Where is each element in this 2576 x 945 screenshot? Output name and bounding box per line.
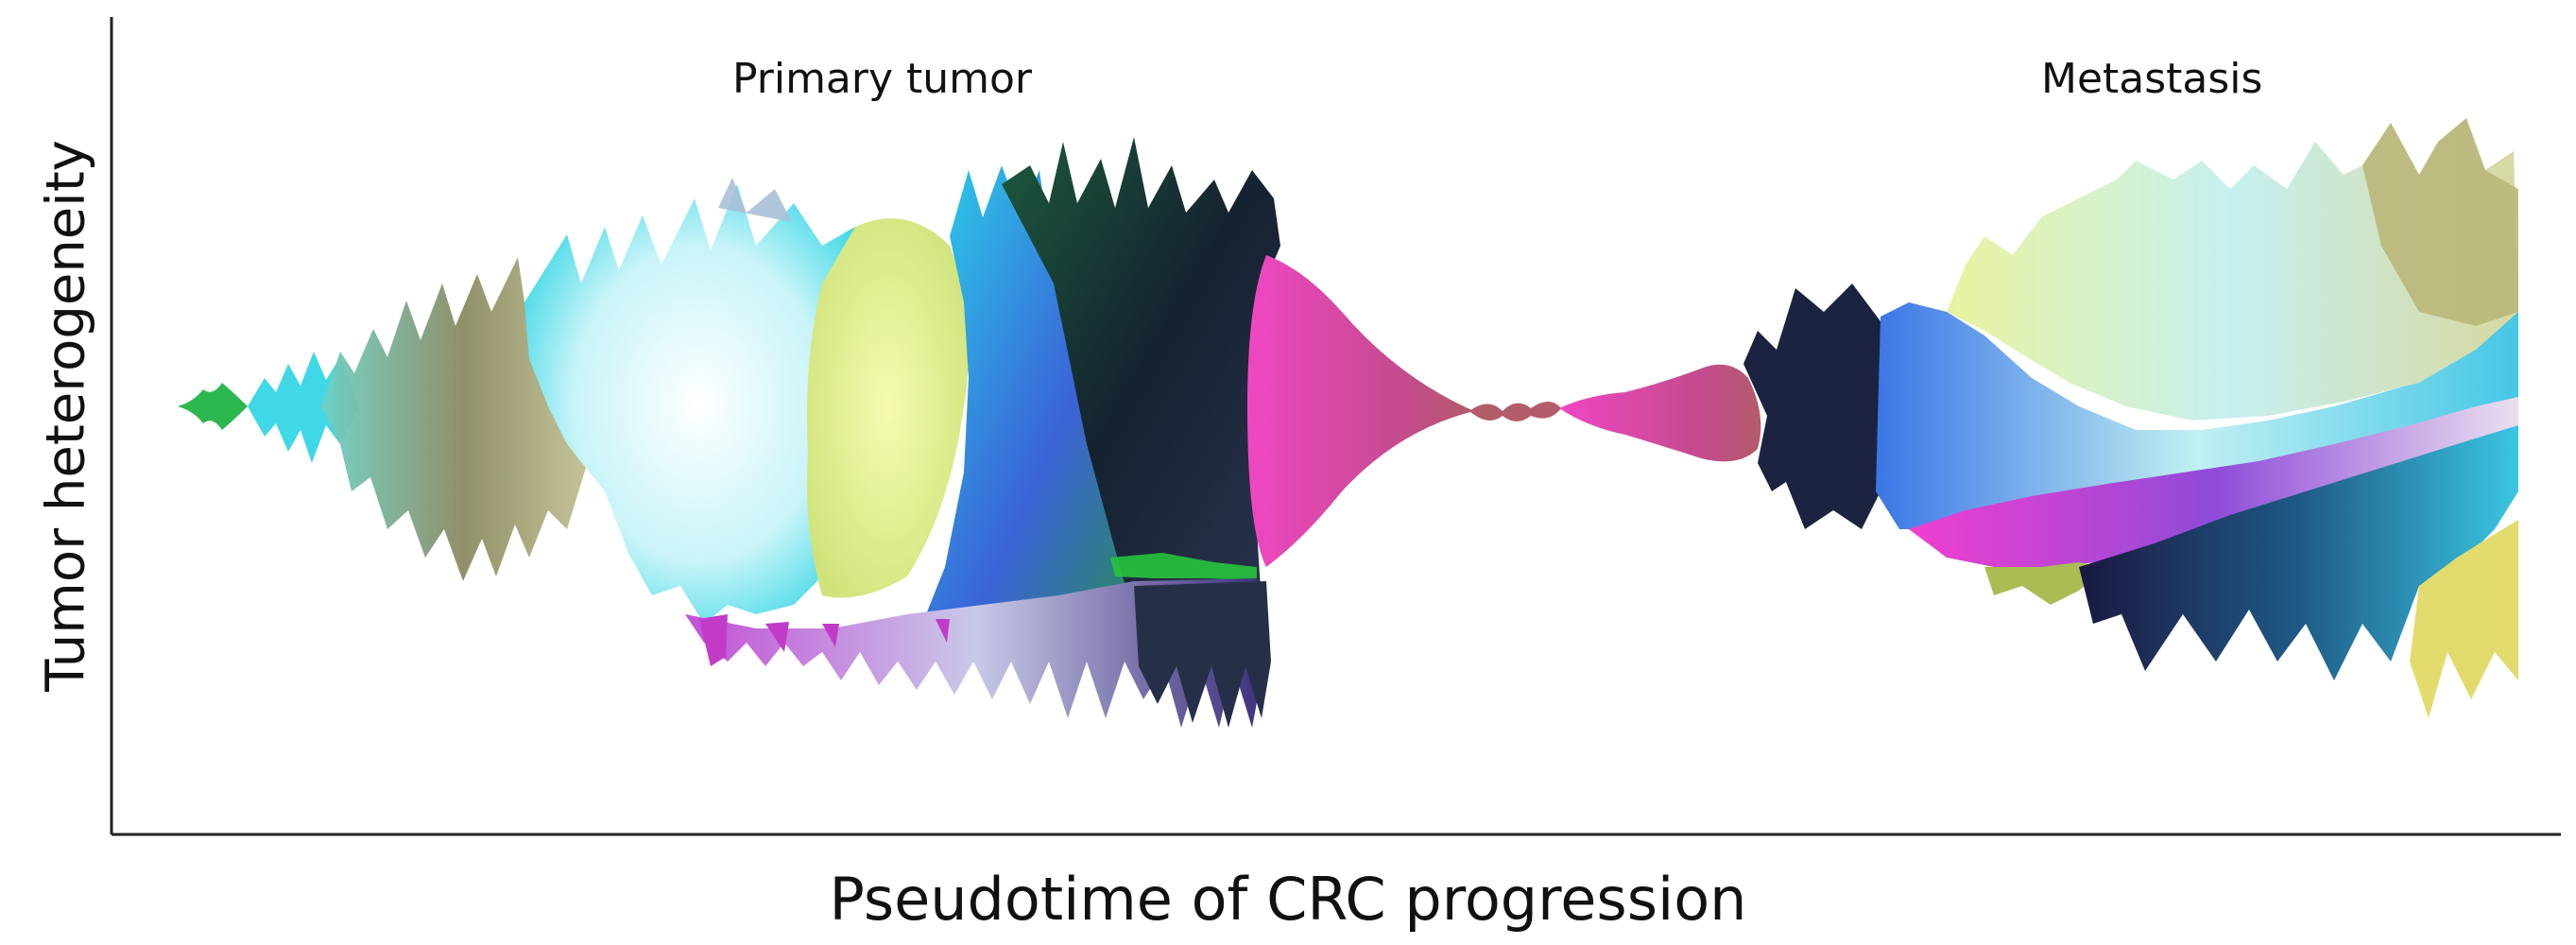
green-streak [1110,553,1257,581]
grey-blue-spikes [718,178,792,222]
white-cyan-clone [524,184,874,624]
meta-navy-clone [1743,284,1895,529]
lilac-clone [685,578,1266,728]
seeding-clone [1559,364,1761,462]
magenta-fragments [699,614,950,666]
meta-pink-clone [1909,397,2518,567]
dark-clone [1002,137,1280,614]
meta-yellow-clone [2410,520,2518,718]
y-axis-label: Tumor heterogeneity [35,140,97,692]
navy-clone [1134,581,1271,728]
meta-blue-clone [1876,302,2518,529]
founder-clone [178,383,248,430]
primary-tumor-label: Primary tumor [732,55,1033,103]
blue-clone [926,165,1134,633]
metastasis-label: Metastasis [2041,55,2263,103]
meta-low-clone [2079,425,2518,680]
pale-yellow-clone [807,218,969,598]
meta-lime-fragment [1984,562,2107,605]
meta-olive-clone [2362,118,2518,326]
bottleneck-beads [1469,402,1561,421]
x-axis-label: Pseudotime of CRC progression [829,865,1747,934]
magenta-bottleneck-clone [1247,255,1474,567]
